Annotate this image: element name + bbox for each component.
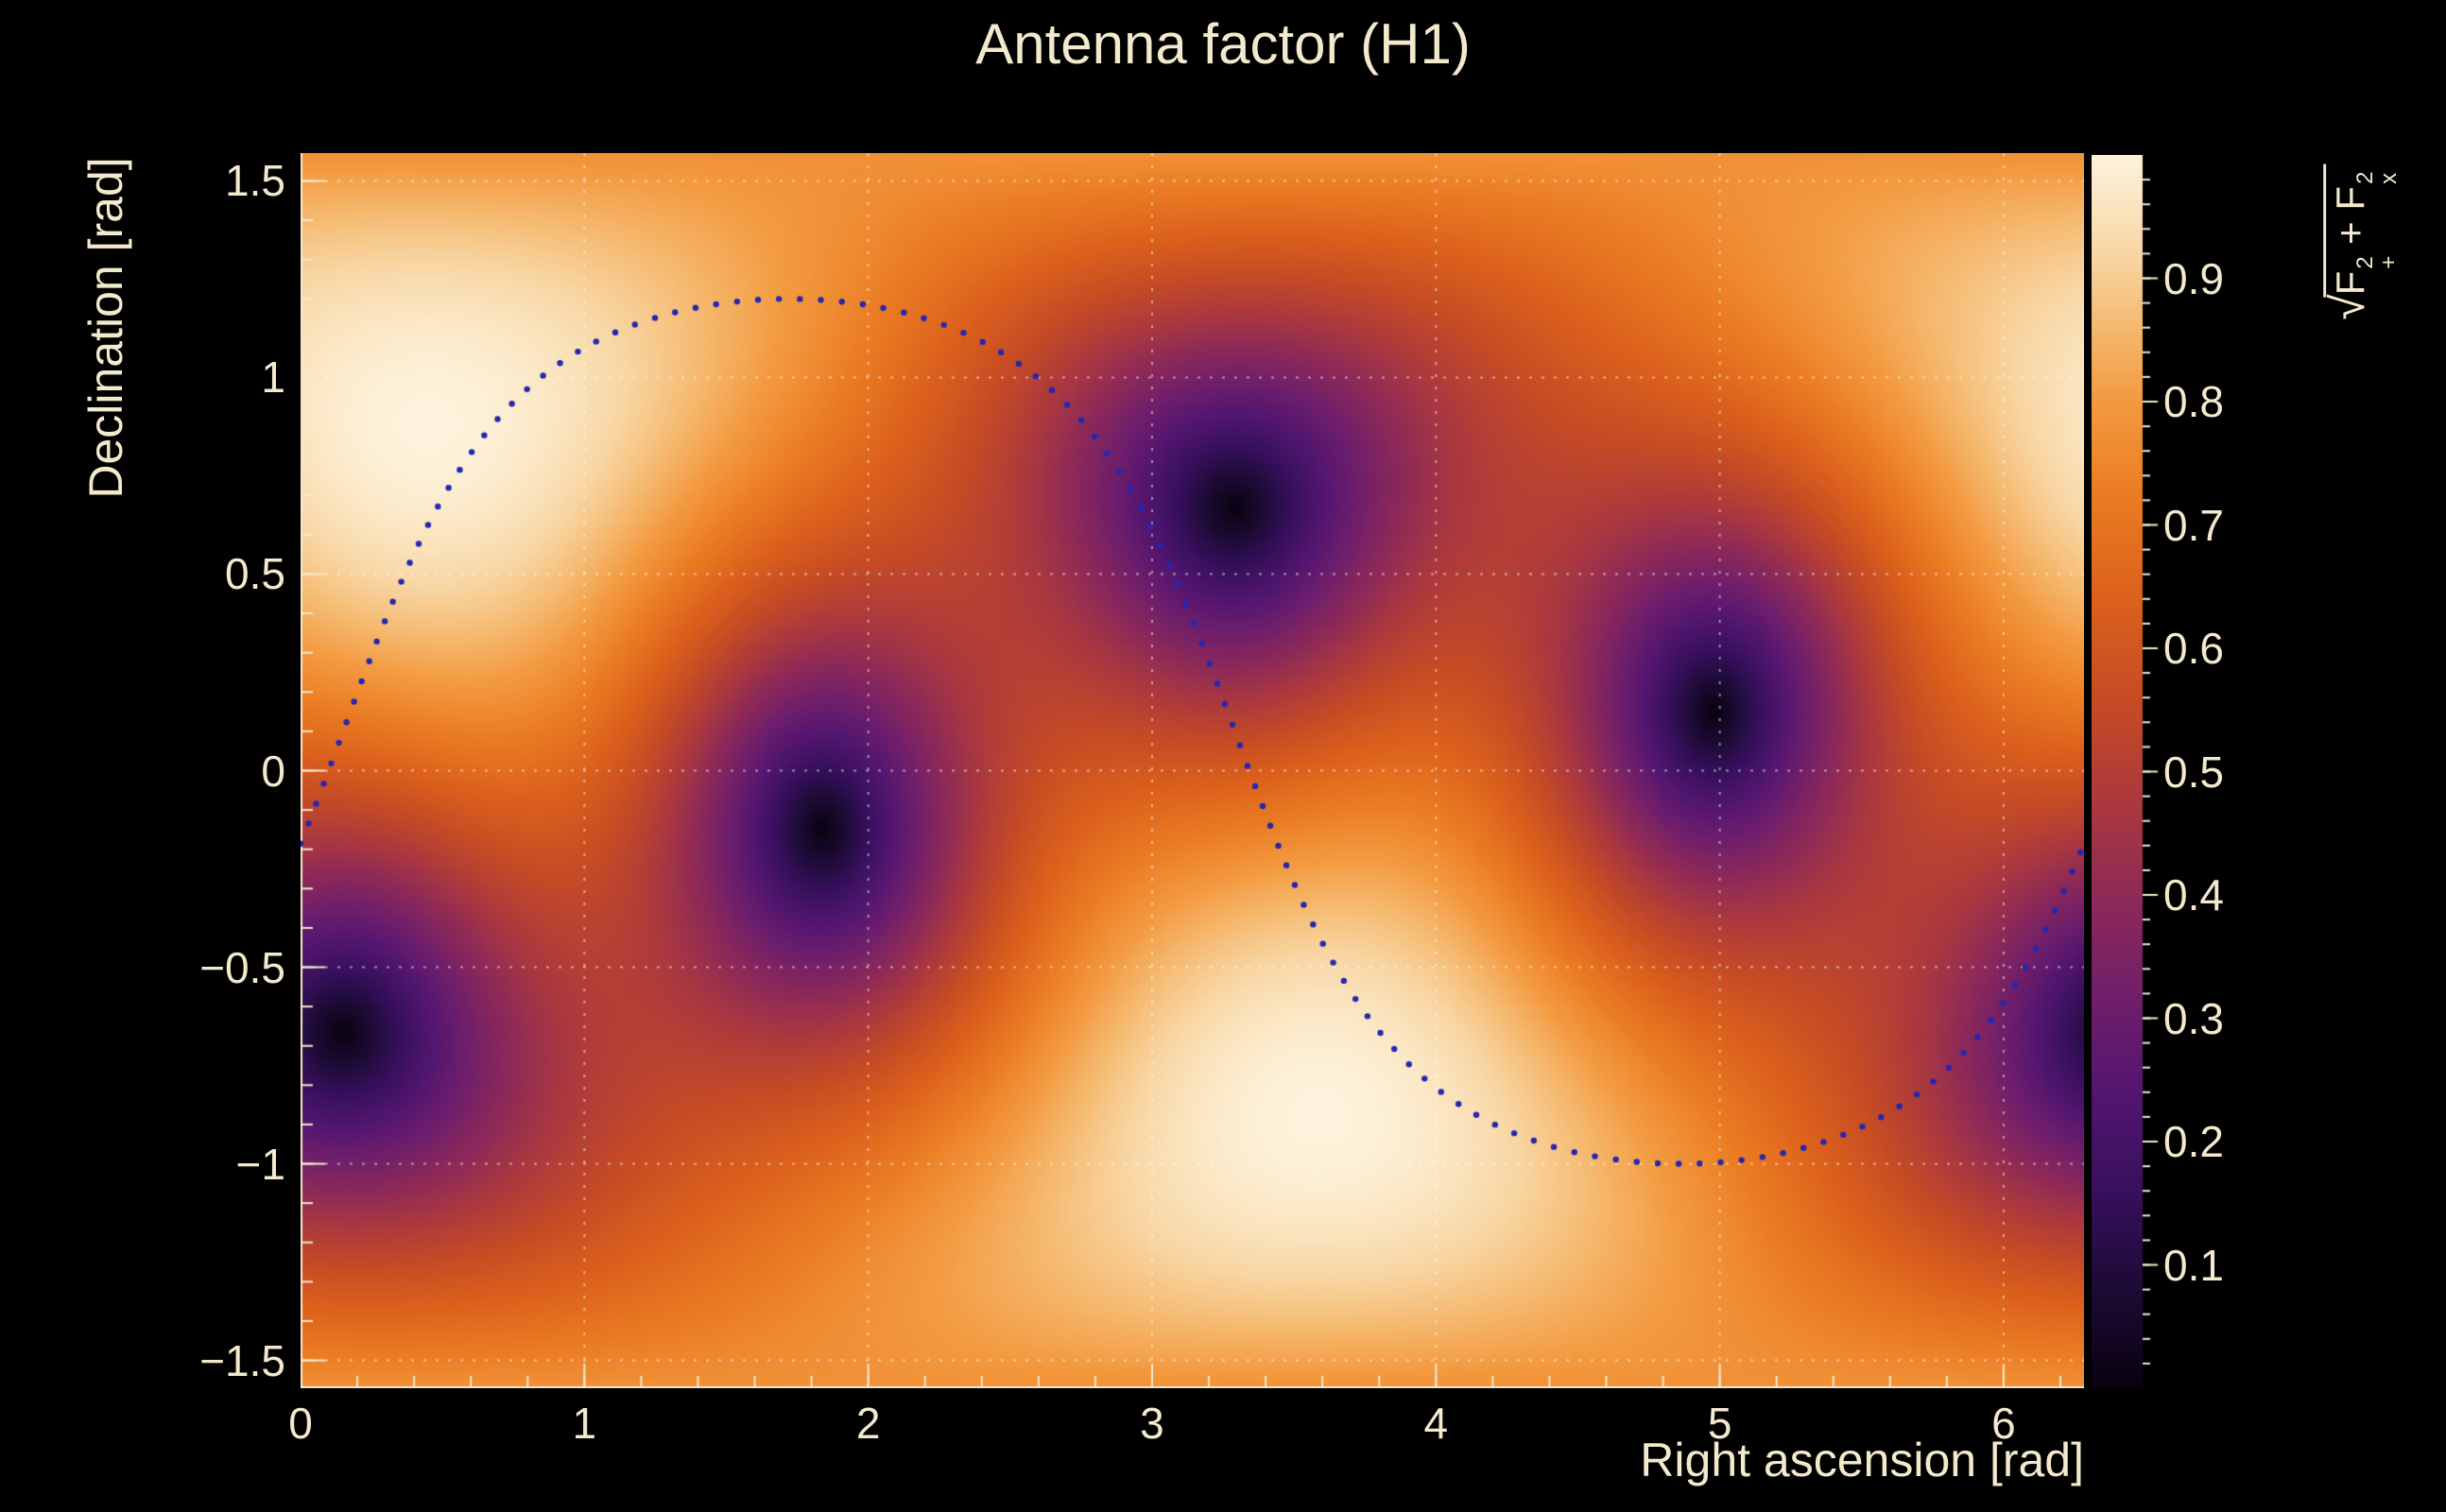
- x-tick-label: 1: [572, 1399, 597, 1448]
- x-tick-label: 4: [1423, 1399, 1449, 1448]
- z-tick-label: 0.8: [2163, 377, 2224, 426]
- z-tick-label: 0.1: [2163, 1240, 2224, 1290]
- fplus-scripts: 2 +: [2351, 255, 2403, 269]
- fcross-sub: x: [2376, 172, 2403, 184]
- x-tick-label: 3: [1140, 1399, 1164, 1448]
- z-tick-label: 0.6: [2163, 624, 2224, 673]
- z-tick-label: 0.2: [2163, 1117, 2224, 1166]
- x-axis-label: Right ascension [rad]: [1640, 1434, 2084, 1486]
- colorbar: [2092, 155, 2171, 1388]
- y-tick-label: 1.5: [225, 156, 285, 206]
- chart-title: Antenna factor (H1): [975, 12, 1471, 76]
- z-tick-label: 0.4: [2163, 870, 2224, 919]
- y-tick-label: −1.5: [199, 1335, 285, 1385]
- y-tick-label: −1: [235, 1139, 285, 1189]
- x-tick-label: 5: [1707, 1399, 1732, 1448]
- fcross-base: F: [2328, 185, 2373, 211]
- fplus-sub: +: [2376, 255, 2403, 269]
- y-tick-label: 1: [261, 352, 285, 403]
- x-tick-label: 0: [288, 1399, 313, 1448]
- fplus-sup: 2: [2351, 256, 2378, 269]
- heatmap-canvas: [301, 153, 2084, 1388]
- x-tick-label: 2: [855, 1399, 881, 1448]
- z-tick-label: 0.3: [2163, 993, 2224, 1043]
- sqrt-symbol: √: [2321, 294, 2375, 320]
- fplus-base: F: [2328, 270, 2373, 296]
- z-tick-label: 0.7: [2163, 500, 2224, 550]
- z-tick-label: 0.5: [2163, 747, 2224, 797]
- plus-operator: +: [2328, 210, 2373, 256]
- z-tick-label: 0.9: [2163, 253, 2224, 303]
- y-tick-label: 0: [261, 746, 285, 796]
- fcross-sup: 2: [2351, 171, 2378, 184]
- y-tick-label: 0.5: [225, 549, 285, 599]
- y-axis-label: Declination [rad]: [79, 157, 132, 499]
- x-tick-label: 6: [1991, 1399, 2016, 1448]
- y-tick-label: −0.5: [199, 942, 285, 992]
